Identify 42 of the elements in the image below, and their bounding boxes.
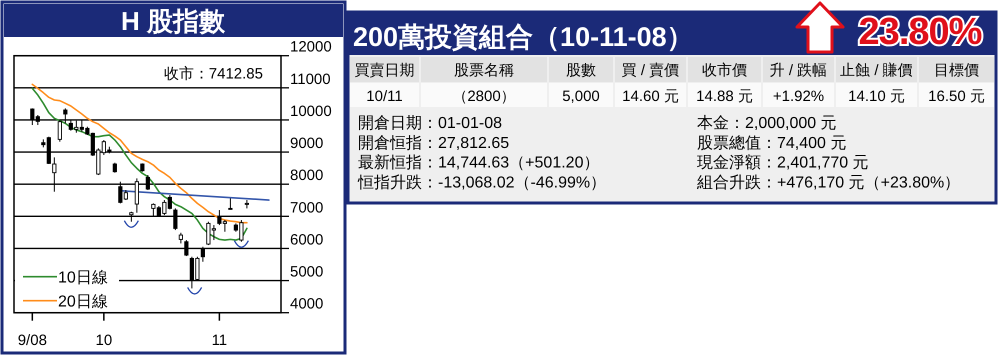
y-tick-label: 4000 <box>290 296 324 313</box>
text: 14.10 元 <box>848 88 905 105</box>
text: 開倉日期：01-01-08 <box>358 114 502 132</box>
y-tick-label: 6000 <box>290 231 324 248</box>
text: 恒指升跌：-13,068.02（-46.99%） <box>357 173 606 192</box>
text: 現金淨額：2,401,770 元 <box>697 154 869 172</box>
text: 23.80% <box>858 11 982 53</box>
text: +1.92% <box>772 88 824 105</box>
text: 16.50 元 <box>928 88 985 105</box>
legend-label: 20日線 <box>58 294 108 311</box>
text: 14.88 元 <box>696 88 753 105</box>
text: 開倉恒指：27,812.65 <box>358 134 510 152</box>
text: 股數 <box>566 62 596 79</box>
text: 目標價 <box>934 62 979 79</box>
x-tick-label: 10 <box>96 332 112 349</box>
text: 最新恒指：14,744.63（+501.20） <box>358 154 600 172</box>
text: （2800） <box>452 88 516 105</box>
text: 買 / 賣價 <box>622 62 680 79</box>
text: 10/11 <box>366 88 403 105</box>
text: 收市價 <box>702 62 747 79</box>
text: 股票總值：74,400 元 <box>697 134 846 152</box>
text: 5,000 <box>562 88 600 105</box>
text: 升 / 跌幅 <box>770 62 828 79</box>
y-tick-label: 10000 <box>290 102 332 120</box>
text: 200萬投資組合（10-11-08） <box>353 22 694 52</box>
text: 本金：2,000,000 元 <box>697 114 837 132</box>
text: 股票名稱 <box>454 62 514 79</box>
y-tick-label: 9000 <box>290 135 324 152</box>
annotation: 收市：7412.85 <box>164 66 263 83</box>
y-tick-label: 7000 <box>290 199 324 216</box>
y-tick-label: 12000 <box>290 38 332 56</box>
chart-title: H 股指數 <box>121 6 226 36</box>
text: 買賣日期 <box>354 62 414 79</box>
y-tick-label: 5000 <box>290 264 324 281</box>
y-tick-label: 11000 <box>290 70 331 88</box>
text: 止蝕 / 賺價 <box>840 62 913 79</box>
y-tick-label: 8000 <box>290 167 324 184</box>
text: 14.60 元 <box>622 88 679 105</box>
text: 組合升跌：+476,170 元（+23.80%） <box>696 173 960 192</box>
x-tick-label: 9/08 <box>18 332 47 349</box>
legend-label: 10日線 <box>58 270 108 287</box>
x-tick-label: 11 <box>212 332 228 349</box>
